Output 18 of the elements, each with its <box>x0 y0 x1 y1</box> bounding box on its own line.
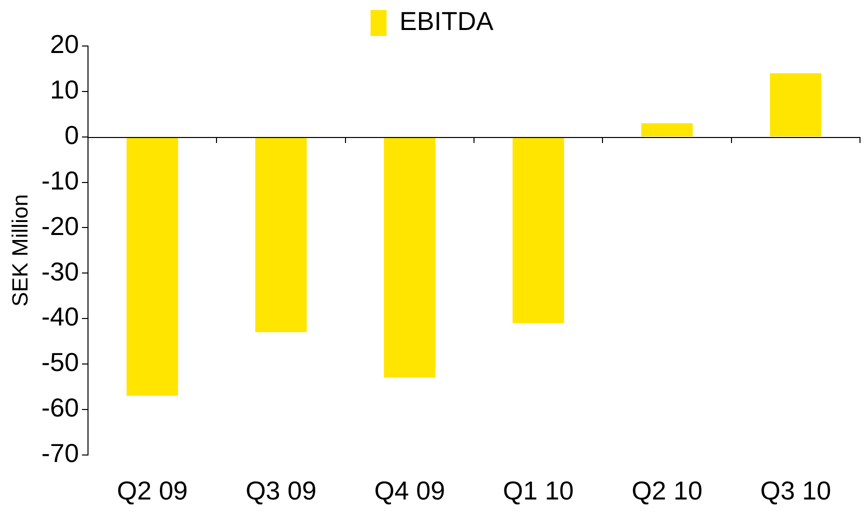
x-tick-label: Q4 09 <box>374 476 446 506</box>
x-tick-label: Q2 10 <box>632 476 702 506</box>
y-tick-label: -60 <box>41 392 79 423</box>
y-tick-label: 10 <box>50 74 79 105</box>
y-tick-label: -20 <box>41 210 79 241</box>
y-tick-label: -40 <box>41 302 79 332</box>
y-tick-label: -30 <box>41 256 79 286</box>
x-tick-label: Q2 09 <box>116 476 188 506</box>
y-tick-label: -50 <box>41 347 79 378</box>
y-tick-label: -10 <box>41 165 79 196</box>
y-tick-label: -70 <box>41 438 79 468</box>
y-tick-label: 20 <box>50 29 79 60</box>
y-axis-title: SEK Million <box>7 194 32 307</box>
x-tick-label: Q3 09 <box>246 476 316 506</box>
legend-label: EBITDA <box>400 6 494 36</box>
x-tick-label: Q1 10 <box>502 476 574 506</box>
x-tick-label: Q3 10 <box>760 476 832 506</box>
y-tick-label: 0 <box>64 120 79 150</box>
